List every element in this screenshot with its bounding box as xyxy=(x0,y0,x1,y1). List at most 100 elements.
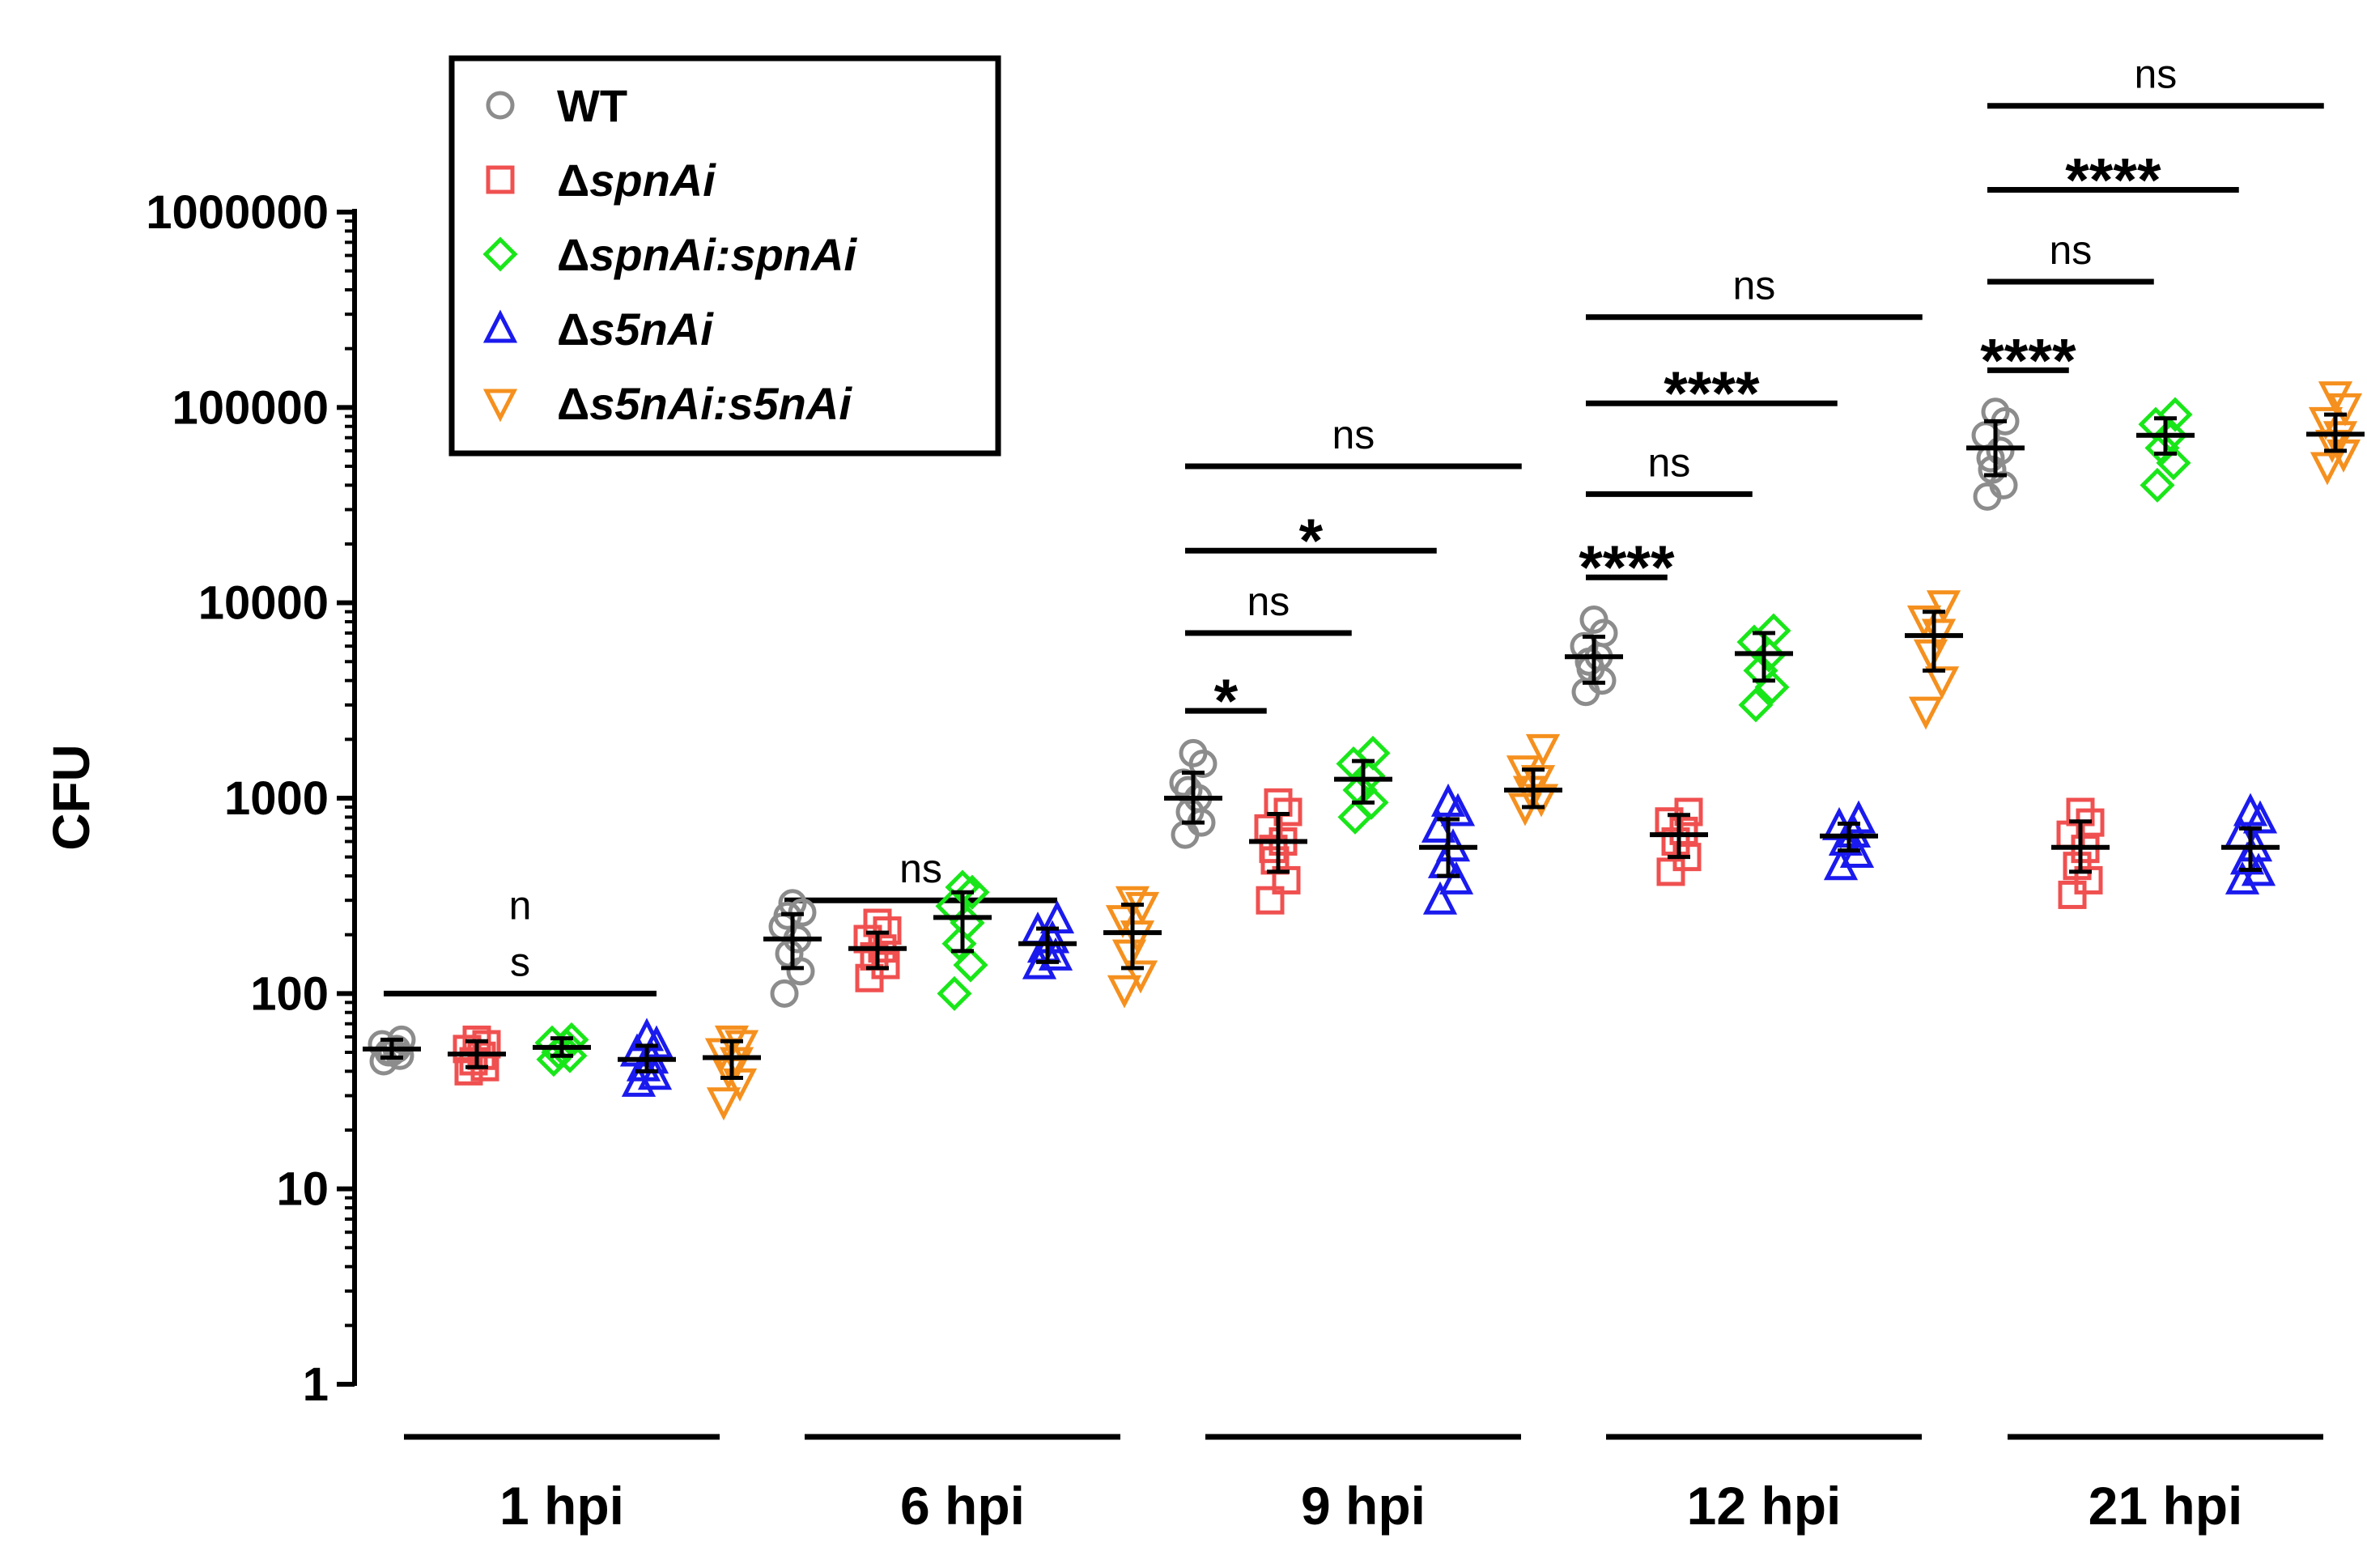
data-point-s5nc xyxy=(2308,406,2344,440)
legend-strain: WT xyxy=(557,80,627,131)
data-point-s5n xyxy=(1440,792,1476,826)
group-label: 12 hpi xyxy=(1687,1476,1842,1536)
data-point-spnc xyxy=(953,947,988,983)
group-label: 6 hpi xyxy=(900,1476,1025,1536)
data-point-spnc xyxy=(941,926,977,962)
axes: 1 10 100 1000 10000 100000 1000000 CFU xyxy=(42,186,357,1411)
data-point-wt xyxy=(1579,605,1608,634)
data-point-spn xyxy=(1264,788,1293,817)
significance-label: s xyxy=(510,939,530,984)
data-point-spn xyxy=(1256,886,1285,915)
data-point-wt xyxy=(1574,647,1604,676)
significance-label: ns xyxy=(1647,440,1690,485)
significance-label: ns xyxy=(1247,579,1290,624)
legend-label-spn: ΔspnAi xyxy=(557,155,716,206)
legend-label-wt: WT xyxy=(557,80,627,131)
data-point-s5nc xyxy=(1525,733,1561,767)
data-point-spnc xyxy=(954,874,990,910)
legend-marker-s5n xyxy=(482,309,518,343)
legend-marker-s5nc xyxy=(482,389,518,423)
data-point-spnc xyxy=(2144,430,2180,465)
error-bars xyxy=(363,412,2365,1081)
data-point-spn xyxy=(853,924,882,954)
significance-label: ns xyxy=(2049,227,2092,273)
data-point-s5nc xyxy=(1906,605,1942,639)
data-point-wt xyxy=(775,939,804,968)
data-point-spn xyxy=(1656,857,1685,886)
data-point-spnc xyxy=(2157,397,2193,432)
data-point-s5nc xyxy=(1111,939,1147,973)
data-point-spnc xyxy=(2152,418,2188,453)
significance-label: **** xyxy=(1579,533,1675,602)
y-tick-label: 10 xyxy=(276,1163,329,1216)
legend-label-s5nc: Δs5nAi:s5nAi xyxy=(557,378,852,429)
legend-delta: Δ xyxy=(557,155,589,206)
data-point-spnc xyxy=(937,975,972,1011)
legend-strain: s5nAi:s5nAi xyxy=(589,378,852,429)
significance-label: n xyxy=(509,882,532,928)
legend-delta: Δ xyxy=(557,378,589,429)
group-labels: 1 hpi 6 hpi 9 hpi 12 hpi 21 hpi xyxy=(404,1434,2323,1536)
y-tick-label: 1000 xyxy=(224,772,329,825)
significance-label: ns xyxy=(2134,52,2177,97)
legend-box xyxy=(448,55,1001,457)
data-point-spnc xyxy=(1342,772,1378,808)
data-point-wt xyxy=(770,979,799,1008)
y-tick-label: 100 xyxy=(250,967,329,1020)
data-point-spnc xyxy=(2156,445,2191,481)
data-point-spn xyxy=(873,916,902,945)
data-point-spnc xyxy=(1337,799,1373,835)
y-axis-label: CFU xyxy=(42,744,100,851)
data-point-s5nc xyxy=(1926,590,1961,624)
data-point-wt xyxy=(1174,776,1203,805)
y-tick-label: 100000 xyxy=(172,381,329,434)
group-label: 1 hpi xyxy=(499,1476,624,1536)
data-points xyxy=(368,381,2363,1121)
significance-label: ns xyxy=(1332,412,1375,457)
data-point-s5n xyxy=(1841,800,1876,834)
data-point-s5nc xyxy=(1123,960,1158,994)
data-point-s5n xyxy=(2233,792,2268,826)
significance-label: ns xyxy=(1732,263,1775,308)
data-point-s5n xyxy=(1421,809,1456,843)
significance-label: **** xyxy=(1980,326,2076,395)
data-point-spn xyxy=(2058,880,2087,909)
y-tick-label: 1 xyxy=(303,1358,329,1411)
data-point-s5nc xyxy=(1107,975,1142,1009)
significance-label: **** xyxy=(1664,359,1760,428)
data-point-s5n xyxy=(1430,783,1466,817)
data-point-spn xyxy=(1674,797,1703,826)
legend-label-s5n: Δs5nAi xyxy=(557,304,714,355)
legend-label-spnc: ΔspnAi:spnAi xyxy=(557,229,857,280)
data-point-s5nc xyxy=(1913,639,1948,673)
data-point-s5nc xyxy=(706,1087,742,1121)
legend-marker-spn xyxy=(486,165,515,194)
data-point-spnc xyxy=(2140,467,2175,503)
data-point-s5n xyxy=(1039,900,1075,934)
legend-strain: spnAi xyxy=(589,155,716,206)
legend-marker-wt xyxy=(486,91,515,120)
data-point-spn xyxy=(1259,835,1288,864)
data-point-s5n xyxy=(639,1025,674,1059)
data-point-s5nc xyxy=(1115,886,1150,920)
data-point-s5nc xyxy=(1924,666,1960,700)
legend-delta: Δ xyxy=(557,229,589,280)
data-point-s5n xyxy=(1422,881,1458,915)
data-point-spn xyxy=(1669,816,1698,845)
data-point-s5nc xyxy=(1105,905,1141,939)
significance-label: **** xyxy=(2065,147,2161,215)
data-point-s5n xyxy=(2242,800,2278,834)
data-point-spnc xyxy=(1355,735,1391,771)
data-point-wt xyxy=(1171,820,1200,849)
legend-delta: Δ xyxy=(557,304,589,355)
legend-marker-spnc xyxy=(482,236,518,272)
data-point-wt xyxy=(1179,738,1208,767)
legend-strain: s5nAi xyxy=(589,304,714,355)
group-label: 21 hpi xyxy=(2089,1476,2243,1536)
data-point-s5n xyxy=(1828,822,1863,856)
data-point-spnc xyxy=(1738,687,1774,723)
y-tick-label: 1000000 xyxy=(146,186,329,239)
y-tick-label: 10000 xyxy=(198,577,329,630)
